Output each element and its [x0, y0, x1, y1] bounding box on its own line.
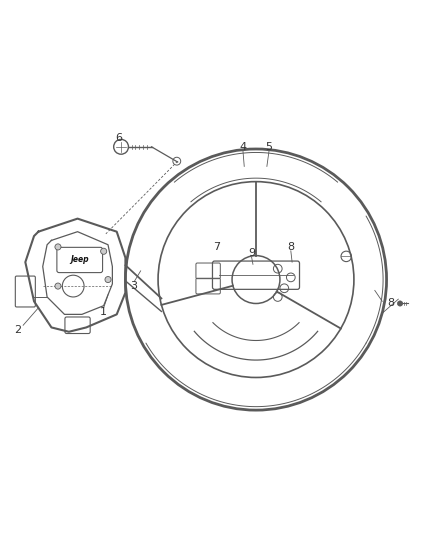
Text: Jeep: Jeep	[71, 255, 89, 264]
Circle shape	[55, 244, 61, 250]
Text: 9: 9	[248, 248, 255, 259]
Circle shape	[397, 301, 403, 306]
Text: 3: 3	[131, 281, 138, 291]
Circle shape	[105, 277, 111, 282]
Text: 7: 7	[213, 242, 220, 252]
Circle shape	[101, 248, 107, 254]
Circle shape	[55, 283, 61, 289]
Text: 4: 4	[240, 142, 247, 152]
Text: 1: 1	[100, 307, 107, 317]
Text: 8: 8	[387, 298, 395, 309]
Text: 5: 5	[265, 142, 272, 152]
Text: 2: 2	[14, 325, 21, 335]
Text: 8: 8	[287, 242, 294, 252]
Text: 6: 6	[115, 133, 122, 143]
